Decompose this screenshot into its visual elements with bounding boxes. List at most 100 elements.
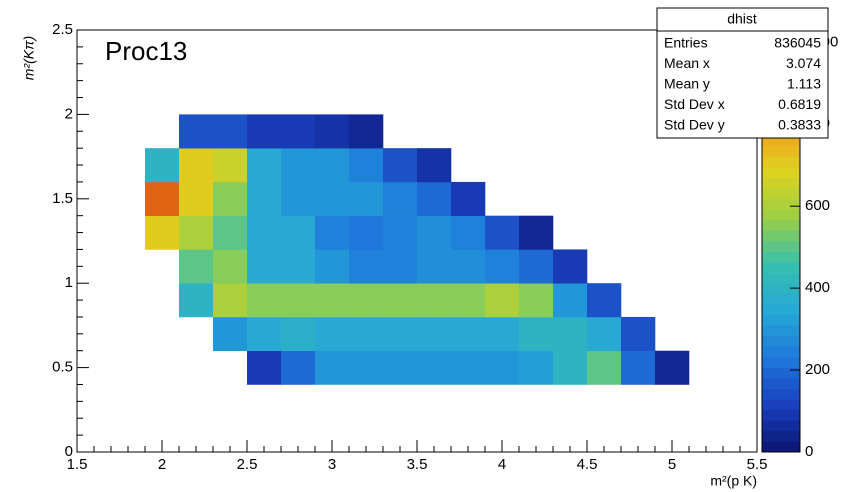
stats-label: Mean x <box>664 55 710 71</box>
cell <box>553 316 588 352</box>
colorbar-band <box>762 335 800 347</box>
stats-value: 0.6819 <box>778 96 821 112</box>
colorbar-band <box>762 177 800 189</box>
cell <box>179 181 214 216</box>
colorbar-band <box>762 262 800 273</box>
colorbar-band <box>762 251 800 263</box>
cell <box>315 114 350 149</box>
cell <box>281 215 316 250</box>
stats-label: Entries <box>664 35 708 51</box>
cell <box>621 316 656 352</box>
cell <box>383 350 418 385</box>
cell <box>383 249 418 284</box>
colorbar-band <box>762 325 800 337</box>
cell <box>349 283 384 318</box>
cell <box>451 249 486 284</box>
cell <box>349 215 384 250</box>
colorbar-band <box>762 304 800 316</box>
stats-value: 836045 <box>774 35 821 51</box>
cell <box>247 350 282 385</box>
y-tick-label: 1 <box>65 274 73 291</box>
colorbar-band <box>762 272 800 284</box>
cell <box>417 249 452 284</box>
cell <box>349 148 384 183</box>
cell <box>485 350 520 385</box>
colorbar-band <box>762 441 800 453</box>
colorbar-band <box>762 209 800 221</box>
cells <box>145 114 690 385</box>
y-tick-label: 0.5 <box>52 359 73 376</box>
cell <box>213 249 248 284</box>
cell <box>213 215 248 250</box>
cell <box>179 215 214 250</box>
cell <box>213 148 248 183</box>
colorbar-tick-label: 400 <box>805 279 830 296</box>
cell <box>315 283 350 318</box>
cell <box>587 316 622 352</box>
cell <box>247 316 282 352</box>
cell <box>451 181 486 216</box>
cell <box>315 215 350 250</box>
colorbar-band <box>762 293 800 305</box>
cell <box>417 148 452 183</box>
colorbar-band <box>762 146 800 157</box>
colorbar-tick-label: 600 <box>805 197 830 214</box>
cell <box>145 148 180 183</box>
cell <box>519 249 554 284</box>
stats-value: 1.113 <box>787 76 821 92</box>
stats-label: Std Dev y <box>664 117 725 133</box>
colorbar-band <box>762 409 800 421</box>
cell <box>179 249 214 284</box>
cell <box>213 114 248 149</box>
cell <box>485 215 520 250</box>
cell <box>145 181 180 216</box>
cell <box>417 215 452 250</box>
cell <box>349 114 384 149</box>
cell <box>213 283 248 318</box>
y-tick-label: 0 <box>65 443 73 460</box>
cell <box>553 350 588 385</box>
cell <box>247 283 282 318</box>
cell <box>383 283 418 318</box>
colorbar-band <box>762 156 800 168</box>
colorbar-band <box>762 198 800 210</box>
cell <box>247 249 282 284</box>
cell <box>315 316 350 352</box>
cell <box>587 283 622 318</box>
colorbar-band <box>762 378 800 389</box>
cell <box>247 148 282 183</box>
cell <box>281 114 316 149</box>
cell <box>281 249 316 284</box>
x-tick-label: 3.5 <box>407 456 428 473</box>
cell <box>349 350 384 385</box>
cell <box>315 181 350 216</box>
cell <box>281 316 316 352</box>
cell <box>519 316 554 352</box>
cell <box>383 316 418 352</box>
cell <box>213 316 248 352</box>
cell <box>349 316 384 352</box>
colorbar-band <box>762 219 800 231</box>
y-tick-label: 1.5 <box>52 190 73 207</box>
cell <box>519 350 554 385</box>
cell <box>315 350 350 385</box>
colorbar-tick-label: 200 <box>805 361 830 378</box>
cell <box>179 283 214 318</box>
cell <box>655 350 690 385</box>
x-tick-label: 4 <box>498 456 506 473</box>
stats-box: dhist Entries 836045 Mean x 3.074 Mean y 1.11… <box>656 7 829 139</box>
cell <box>451 316 486 352</box>
colorbar-band <box>762 283 800 295</box>
cell <box>383 215 418 250</box>
x-tick-label: 3 <box>328 456 336 473</box>
colorbar-band <box>762 314 800 326</box>
cell <box>145 215 180 250</box>
colorbar-band <box>762 388 800 400</box>
stats-value: 3.074 <box>786 55 821 71</box>
plot-label: Proc13 <box>105 36 187 66</box>
colorbar-band <box>762 167 800 178</box>
cell <box>349 181 384 216</box>
cell <box>281 283 316 318</box>
x-axis-title: m²(p K) <box>710 473 757 489</box>
